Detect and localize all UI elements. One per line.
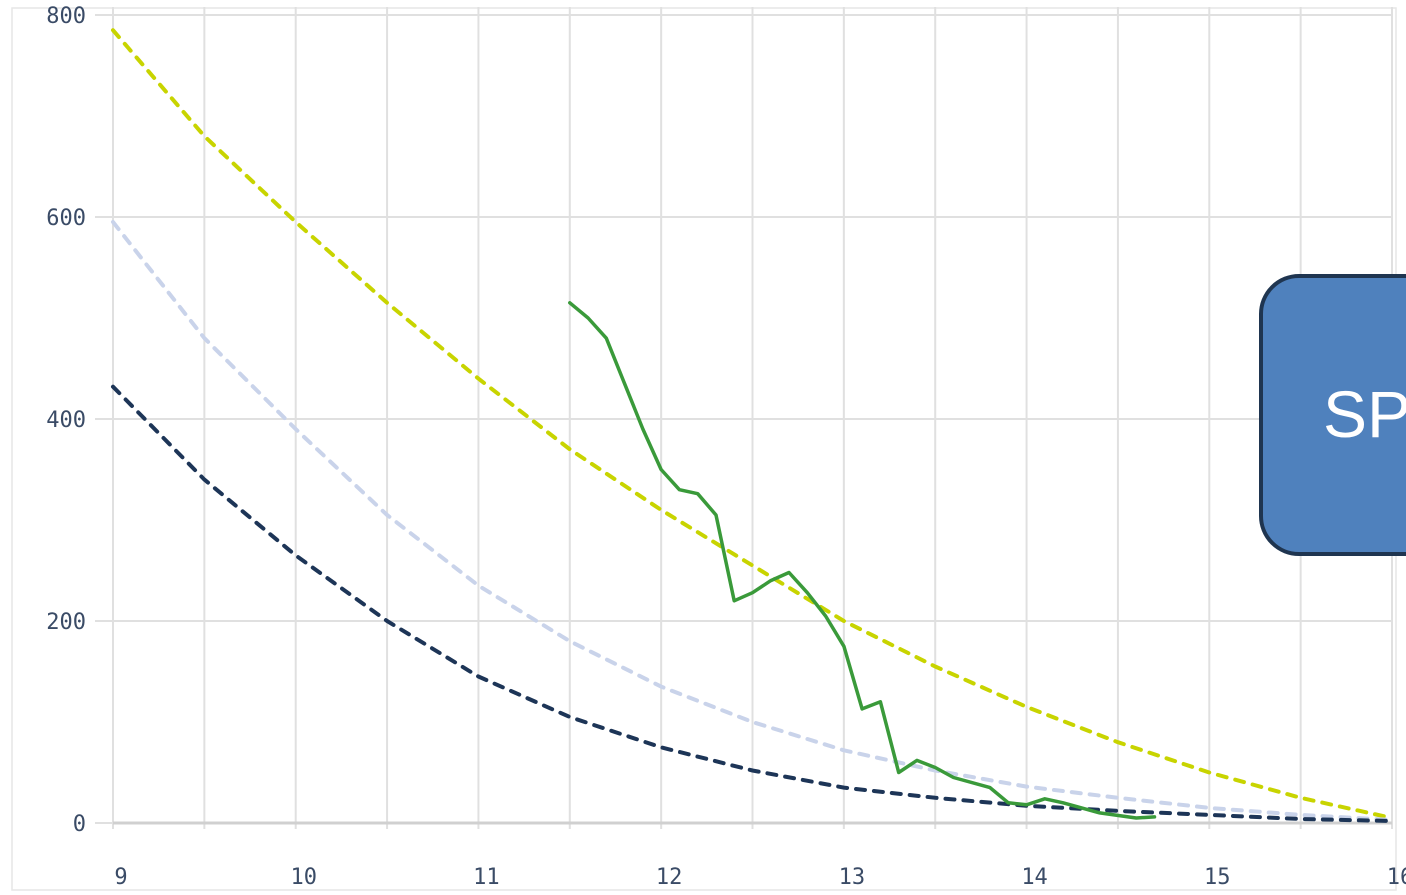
y-tick-label: 0	[73, 812, 86, 837]
grid-lines	[11, 7, 1397, 891]
series-line-1	[111, 28, 1394, 820]
y-tick-label: 200	[46, 610, 86, 635]
x-axis-ticks: 9 10 11 12 13 14 15 16	[114, 865, 1406, 890]
series-line-2	[111, 220, 1394, 822]
callout-text: SP	[1323, 377, 1406, 451]
y-axis-ticks: 0 200 400 600 800	[46, 4, 86, 837]
y-tick-label: 800	[46, 4, 86, 29]
callout-box: SP	[1259, 274, 1406, 556]
x-tick-label: 12	[656, 865, 683, 890]
series-line-4	[568, 301, 1157, 820]
series-lines	[111, 28, 1394, 823]
y-tick-label: 400	[46, 408, 86, 433]
x-tick-label: 9	[114, 865, 127, 890]
x-tick-label: 16	[1387, 865, 1406, 890]
series-line-3	[111, 384, 1394, 823]
x-tick-label: 11	[473, 865, 500, 890]
x-tick-label: 14	[1021, 865, 1048, 890]
y-tick-label: 600	[46, 206, 86, 231]
x-tick-label: 13	[839, 865, 866, 890]
x-tick-label: 10	[290, 865, 317, 890]
x-tick-label: 15	[1204, 865, 1231, 890]
